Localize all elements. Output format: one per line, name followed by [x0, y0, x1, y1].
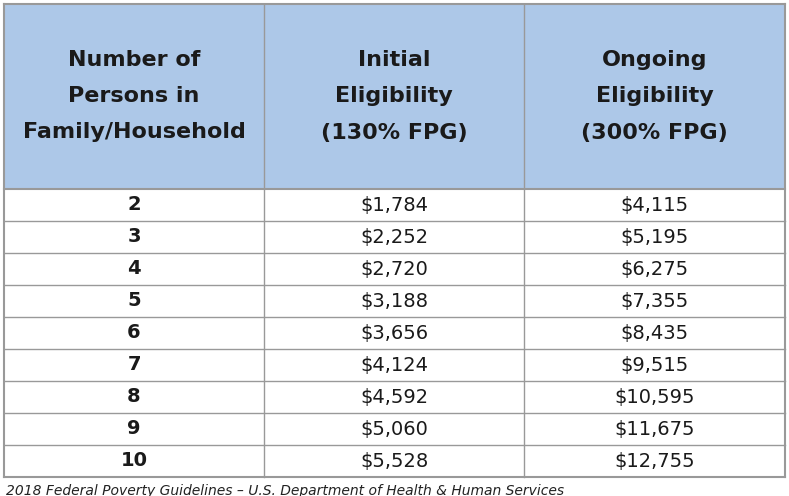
Bar [4, 189, 264, 221]
Bar [264, 4, 524, 189]
Bar [4, 349, 264, 381]
Text: 6: 6 [127, 323, 141, 343]
Bar [4, 445, 264, 477]
Text: $5,060: $5,060 [360, 420, 428, 438]
Text: 2018 Federal Poverty Guidelines – U.S. Department of Health & Human Services: 2018 Federal Poverty Guidelines – U.S. D… [6, 484, 564, 496]
Bar [524, 253, 785, 285]
Bar [264, 285, 524, 317]
Text: $8,435: $8,435 [620, 323, 689, 343]
Text: 5: 5 [127, 292, 141, 310]
Text: $4,124: $4,124 [360, 356, 428, 374]
Text: 9: 9 [127, 420, 140, 438]
Bar [524, 317, 785, 349]
Bar [264, 413, 524, 445]
Bar [264, 317, 524, 349]
Text: $2,720: $2,720 [360, 259, 428, 278]
Text: $3,188: $3,188 [360, 292, 428, 310]
Bar [524, 445, 785, 477]
Text: $6,275: $6,275 [620, 259, 689, 278]
Text: 2: 2 [127, 195, 141, 214]
Text: Number of
Persons in
Family/Household: Number of Persons in Family/Household [23, 51, 245, 142]
Bar [264, 189, 524, 221]
Text: 8: 8 [127, 387, 141, 407]
Bar [4, 413, 264, 445]
Text: $10,595: $10,595 [615, 387, 695, 407]
Bar [264, 445, 524, 477]
Bar [264, 349, 524, 381]
Bar [524, 381, 785, 413]
Bar [264, 253, 524, 285]
Bar [264, 381, 524, 413]
Text: Ongoing
Eligibility
(300% FPG): Ongoing Eligibility (300% FPG) [581, 51, 728, 142]
Text: 4: 4 [127, 259, 141, 278]
Text: $4,592: $4,592 [360, 387, 428, 407]
Bar [4, 253, 264, 285]
Bar [4, 221, 264, 253]
Text: 3: 3 [127, 228, 140, 247]
Bar [4, 4, 264, 189]
Bar [264, 221, 524, 253]
Text: $2,252: $2,252 [360, 228, 428, 247]
Bar [524, 413, 785, 445]
Bar [524, 189, 785, 221]
Text: $4,115: $4,115 [620, 195, 689, 214]
Text: $7,355: $7,355 [620, 292, 689, 310]
Bar [4, 381, 264, 413]
Bar [524, 349, 785, 381]
Text: $3,656: $3,656 [360, 323, 428, 343]
Bar [524, 221, 785, 253]
Text: $12,755: $12,755 [615, 451, 695, 471]
Bar [524, 285, 785, 317]
Text: $5,528: $5,528 [360, 451, 428, 471]
Text: $9,515: $9,515 [620, 356, 689, 374]
Text: Initial
Eligibility
(130% FPG): Initial Eligibility (130% FPG) [321, 51, 467, 142]
Text: $11,675: $11,675 [615, 420, 695, 438]
Text: $5,195: $5,195 [620, 228, 689, 247]
Bar [4, 285, 264, 317]
Bar [4, 317, 264, 349]
Text: $1,784: $1,784 [360, 195, 428, 214]
Bar [524, 4, 785, 189]
Text: 7: 7 [127, 356, 140, 374]
Text: 10: 10 [121, 451, 148, 471]
